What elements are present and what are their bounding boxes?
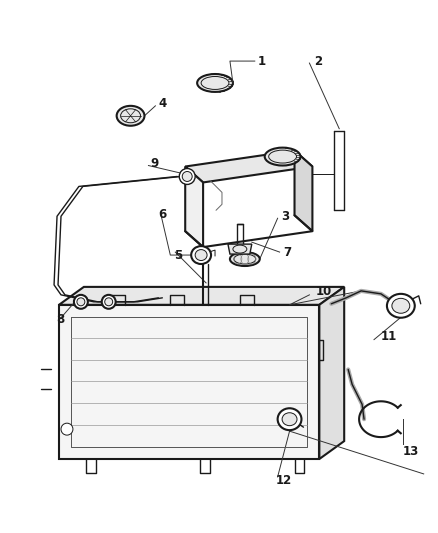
Text: 6: 6	[159, 208, 166, 221]
Ellipse shape	[61, 423, 73, 435]
Text: 2: 2	[314, 54, 322, 68]
Text: 4: 4	[159, 98, 166, 110]
Text: 13: 13	[403, 445, 419, 457]
Polygon shape	[185, 166, 203, 247]
Ellipse shape	[191, 246, 211, 264]
Polygon shape	[185, 151, 312, 182]
Ellipse shape	[282, 413, 297, 426]
Polygon shape	[319, 287, 344, 459]
Text: 12: 12	[276, 474, 292, 487]
Text: 1: 1	[258, 54, 266, 68]
Polygon shape	[228, 244, 252, 254]
Text: 7: 7	[283, 246, 292, 259]
Ellipse shape	[105, 298, 113, 306]
Text: 9: 9	[150, 157, 159, 170]
Text: 8: 8	[56, 313, 64, 326]
Ellipse shape	[179, 168, 195, 184]
Text: 10: 10	[315, 285, 332, 298]
Text: 3: 3	[282, 210, 290, 223]
Ellipse shape	[74, 295, 88, 309]
Polygon shape	[59, 305, 319, 459]
Ellipse shape	[387, 294, 415, 318]
Ellipse shape	[117, 106, 145, 126]
Ellipse shape	[278, 408, 301, 430]
Text: 5: 5	[174, 248, 183, 262]
Ellipse shape	[392, 298, 410, 313]
Ellipse shape	[265, 148, 300, 166]
Text: 11: 11	[381, 330, 397, 343]
Ellipse shape	[77, 298, 85, 306]
Ellipse shape	[197, 74, 233, 92]
Ellipse shape	[195, 249, 207, 261]
Ellipse shape	[230, 252, 260, 266]
Ellipse shape	[102, 295, 116, 309]
Polygon shape	[294, 151, 312, 231]
Ellipse shape	[182, 172, 192, 181]
Polygon shape	[59, 287, 344, 305]
